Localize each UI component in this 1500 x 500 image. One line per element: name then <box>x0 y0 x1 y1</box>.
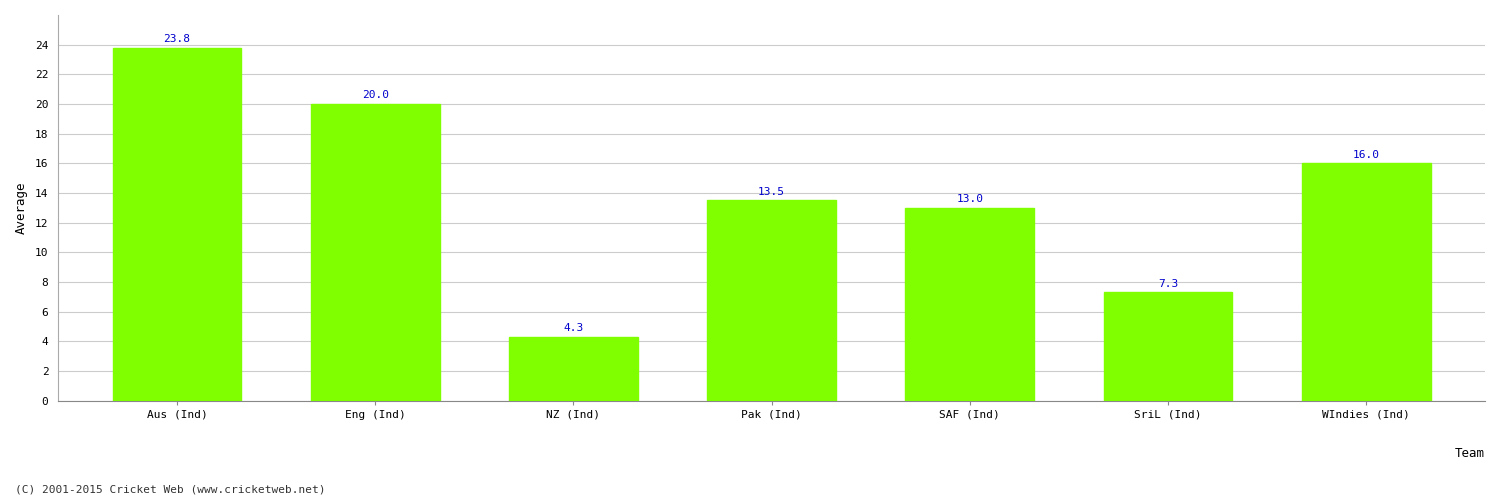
Text: 16.0: 16.0 <box>1353 150 1380 160</box>
Bar <box>509 337 638 401</box>
Text: 13.5: 13.5 <box>758 187 784 197</box>
Bar <box>1104 292 1233 401</box>
Bar <box>706 200 836 401</box>
Bar <box>1302 164 1431 401</box>
Bar <box>906 208 1034 401</box>
Text: 23.8: 23.8 <box>164 34 190 44</box>
Bar <box>310 104 440 401</box>
Text: (C) 2001-2015 Cricket Web (www.cricketweb.net): (C) 2001-2015 Cricket Web (www.cricketwe… <box>15 485 326 495</box>
Text: 20.0: 20.0 <box>362 90 388 101</box>
Y-axis label: Average: Average <box>15 182 28 234</box>
Bar <box>112 48 242 401</box>
Text: 7.3: 7.3 <box>1158 279 1178 289</box>
Text: 13.0: 13.0 <box>957 194 984 204</box>
Text: Team: Team <box>1455 447 1485 460</box>
Text: 4.3: 4.3 <box>564 324 584 334</box>
